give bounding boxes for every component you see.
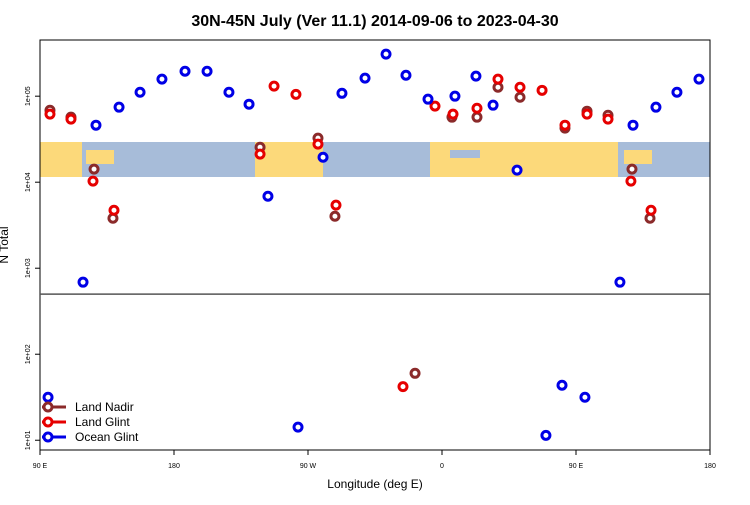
land: [40, 142, 82, 177]
sea: [450, 150, 480, 158]
land: [86, 150, 114, 164]
y-axis-label: N Total: [0, 226, 11, 263]
x-tick-label: 0: [440, 463, 444, 470]
land: [255, 142, 323, 177]
point: [65, 113, 77, 125]
point: [511, 164, 523, 176]
point: [470, 70, 482, 82]
point: [645, 204, 657, 216]
chart-title: 30N-45N July (Ver 11.1) 2014-09-06 to 20…: [191, 13, 558, 30]
point: [650, 101, 662, 113]
point: [492, 73, 504, 85]
point: [625, 175, 637, 187]
point: [90, 119, 102, 131]
x-tick-label: 180: [704, 463, 716, 470]
point: [400, 69, 412, 81]
y-tick-label: 1e+03: [25, 258, 32, 278]
point: [602, 113, 614, 125]
land: [520, 142, 618, 177]
point: [422, 93, 434, 105]
point: [113, 101, 125, 113]
point: [108, 204, 120, 216]
map-band: [40, 142, 710, 177]
point: [223, 86, 235, 98]
point: [559, 119, 571, 131]
point: [77, 276, 89, 288]
legend-marker: [42, 431, 54, 443]
point: [540, 429, 552, 441]
x-tick-label: 90 W: [300, 463, 317, 470]
point: [254, 148, 266, 160]
y-tick-label: 1e+02: [25, 344, 32, 364]
point: [292, 421, 304, 433]
point: [671, 86, 683, 98]
point: [536, 84, 548, 96]
point: [329, 210, 341, 222]
point: [429, 100, 441, 112]
point: [262, 190, 274, 202]
point: [179, 65, 191, 77]
legend-marker: [42, 401, 54, 413]
point: [471, 102, 483, 114]
legend-label: Ocean Glint: [75, 430, 139, 444]
point: [201, 65, 213, 77]
legend-label: Land Nadir: [75, 400, 134, 414]
point: [487, 99, 499, 111]
point: [556, 379, 568, 391]
point: [514, 91, 526, 103]
point: [134, 86, 146, 98]
legend-marker: [42, 416, 54, 428]
point: [471, 111, 483, 123]
point: [87, 175, 99, 187]
point: [447, 108, 459, 120]
point: [581, 108, 593, 120]
point: [317, 151, 329, 163]
x-axis-label: Longitude (deg E): [327, 477, 422, 491]
legend-label: Land Glint: [75, 415, 130, 429]
y-tick-label: 1e+05: [25, 86, 32, 106]
point: [156, 73, 168, 85]
point: [268, 80, 280, 92]
x-tick-label: 90 E: [33, 463, 48, 470]
x-tick-label: 180: [168, 463, 180, 470]
point: [614, 276, 626, 288]
point: [627, 119, 639, 131]
point: [44, 108, 56, 120]
point: [380, 48, 392, 60]
point: [397, 381, 409, 393]
point: [579, 391, 591, 403]
land: [430, 142, 520, 177]
plot-frame: [39, 39, 711, 451]
point: [693, 73, 705, 85]
point: [449, 90, 461, 102]
point: [312, 138, 324, 150]
point: [243, 98, 255, 110]
point: [88, 163, 100, 175]
y-tick-label: 1e+01: [25, 430, 32, 450]
point: [330, 199, 342, 211]
point: [626, 163, 638, 175]
point: [336, 87, 348, 99]
land: [624, 150, 652, 164]
point: [409, 367, 421, 379]
point: [514, 81, 526, 93]
point: [42, 391, 54, 403]
point: [290, 88, 302, 100]
x-tick-label: 90 E: [569, 463, 584, 470]
y-tick-label: 1e+04: [25, 172, 32, 192]
point: [359, 72, 371, 84]
